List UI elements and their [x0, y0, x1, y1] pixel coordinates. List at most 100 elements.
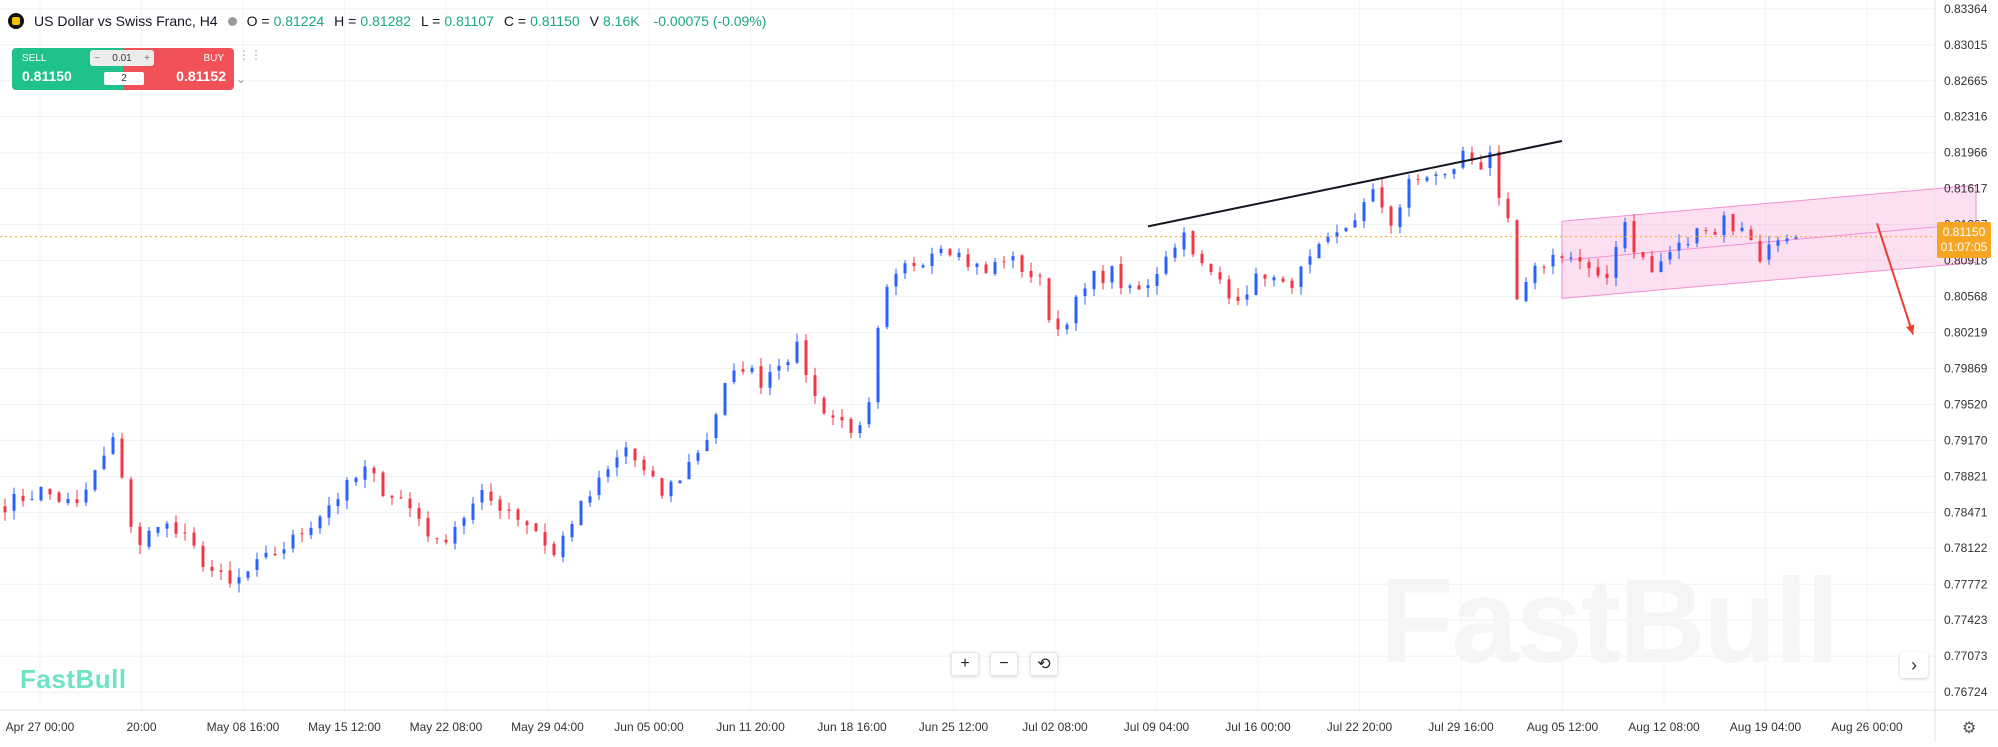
- candle-body: [1326, 236, 1330, 243]
- drag-handle-icon[interactable]: ⋮⋮: [238, 48, 262, 62]
- x-tick-label: May 15 12:00: [308, 720, 381, 734]
- candle-body: [588, 496, 592, 503]
- candle-body: [1074, 296, 1078, 324]
- candle-body: [327, 505, 331, 518]
- ohlc-open: O = 0.81224: [246, 13, 325, 29]
- candle-body: [102, 455, 106, 470]
- candle-body: [48, 488, 52, 495]
- candle-body: [255, 559, 259, 570]
- candle-body: [363, 466, 367, 480]
- candle-body: [66, 499, 70, 504]
- candle-body: [291, 534, 295, 549]
- candle-body: [1443, 174, 1447, 176]
- candle-body: [336, 499, 340, 507]
- x-tick-label: May 22 08:00: [410, 720, 483, 734]
- candle-body: [1515, 220, 1519, 300]
- candle-body: [1047, 278, 1051, 321]
- candle-body: [444, 539, 448, 543]
- candle-body: [1173, 247, 1177, 258]
- reset-view-button[interactable]: ⟲: [1030, 652, 1058, 676]
- candle-body: [876, 327, 880, 403]
- x-tick-label: Jun 05 00:00: [614, 720, 684, 734]
- candle-body: [111, 437, 115, 454]
- candle-body: [1236, 296, 1240, 301]
- x-tick-label: Jul 29 16:00: [1428, 720, 1494, 734]
- scroll-right-button[interactable]: ›: [1900, 652, 1928, 678]
- candle-body: [1317, 243, 1321, 259]
- settings-gear-icon[interactable]: ⚙: [1962, 720, 1977, 737]
- candle-body: [408, 498, 412, 509]
- candle-body: [246, 571, 250, 578]
- candle-body: [264, 552, 268, 558]
- y-tick-label: 0.79520: [1944, 397, 1988, 411]
- candle-body: [1542, 266, 1546, 268]
- candle-body: [732, 370, 736, 383]
- candle-body: [1398, 207, 1402, 228]
- candle-body: [1272, 277, 1276, 281]
- candle-body: [1497, 151, 1501, 198]
- volume: V 8.16K: [589, 13, 640, 29]
- candle-body: [1029, 270, 1033, 278]
- candle-body: [426, 518, 430, 537]
- candle-body: [1002, 261, 1006, 263]
- candle-body: [1299, 266, 1303, 287]
- candle-body: [939, 248, 943, 254]
- ohlc-high: H = 0.81282: [334, 13, 411, 29]
- candle-body: [921, 265, 925, 268]
- candle-body: [750, 367, 754, 372]
- plus-icon[interactable]: +: [144, 52, 150, 64]
- candle-body: [300, 533, 304, 535]
- candle-body: [1785, 238, 1789, 242]
- y-tick-label: 0.82665: [1944, 74, 1988, 88]
- candle-body: [1020, 255, 1024, 272]
- candle-body: [345, 480, 349, 501]
- candle-body: [714, 414, 718, 439]
- x-tick-label: 20:00: [126, 720, 156, 734]
- candle-body: [1659, 261, 1663, 273]
- candle-body: [1479, 162, 1483, 170]
- candle-body: [813, 375, 817, 397]
- candle-body: [1218, 272, 1222, 280]
- candle-body: [984, 264, 988, 273]
- candle-body: [660, 478, 664, 496]
- candle-body: [1578, 257, 1582, 262]
- symbol-header: US Dollar vs Swiss Franc, H4 O = 0.81224 …: [8, 10, 766, 32]
- candle-body: [1776, 240, 1780, 246]
- candle-body: [885, 286, 889, 327]
- down-arrow-head: [1906, 324, 1915, 335]
- candle-body: [1470, 152, 1474, 161]
- candle-body: [822, 397, 826, 414]
- candle-body: [579, 500, 583, 526]
- candle-body: [1353, 220, 1357, 228]
- quantity-stepper[interactable]: − 0.01 +: [90, 50, 154, 66]
- candle-body: [1146, 285, 1150, 289]
- leverage-field[interactable]: 2: [104, 72, 144, 85]
- candle-body: [1506, 198, 1510, 219]
- candle-body: [273, 553, 277, 556]
- candle-body: [129, 479, 133, 527]
- candle-body: [1389, 206, 1393, 226]
- ohlc-low: L = 0.81107: [420, 13, 494, 29]
- bar-countdown: 01:07:05: [1940, 240, 1988, 254]
- y-tick-label: 0.81617: [1944, 182, 1988, 196]
- chevron-down-icon[interactable]: ⌄: [236, 72, 247, 86]
- market-status-dot: [227, 16, 237, 26]
- candle-body: [1596, 267, 1600, 276]
- candle-body: [975, 263, 979, 267]
- candle-body: [867, 402, 871, 425]
- y-tick-label: 0.78821: [1944, 469, 1988, 483]
- candle-body: [174, 522, 178, 534]
- minus-icon[interactable]: −: [94, 52, 100, 64]
- candle-body: [1038, 275, 1042, 277]
- zoom-in-button[interactable]: +: [951, 652, 979, 676]
- candle-body: [1677, 242, 1681, 251]
- zoom-out-button[interactable]: −: [990, 652, 1018, 676]
- candle-body: [1524, 281, 1528, 302]
- candle-body: [741, 368, 745, 372]
- x-tick-label: Jul 02 08:00: [1022, 720, 1088, 734]
- candle-body: [1560, 256, 1564, 259]
- candle-body: [435, 538, 439, 540]
- candle-body: [1740, 227, 1744, 231]
